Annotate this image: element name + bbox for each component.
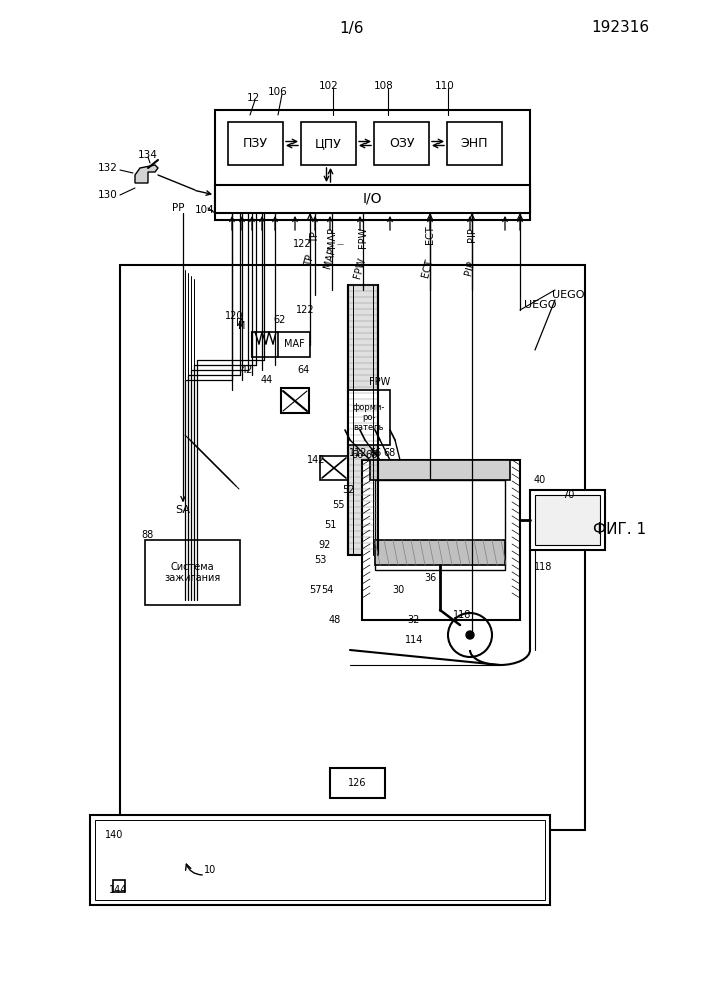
Text: PIP: PIP: [463, 260, 477, 276]
Text: 92: 92: [319, 540, 331, 550]
Text: I/O: I/O: [363, 192, 382, 206]
Text: 48: 48: [329, 615, 341, 625]
Text: 36: 36: [424, 573, 436, 583]
Text: 54: 54: [321, 585, 333, 595]
Text: 134: 134: [138, 150, 158, 160]
Text: 42: 42: [241, 365, 253, 375]
Text: ФИГ. 1: ФИГ. 1: [593, 522, 646, 538]
Text: 144: 144: [109, 885, 127, 895]
Bar: [281, 388, 309, 413]
Bar: [370, 460, 510, 480]
Bar: [228, 122, 283, 165]
Text: 30: 30: [392, 585, 404, 595]
Bar: [330, 768, 385, 798]
Bar: [375, 480, 505, 570]
Bar: [95, 820, 545, 900]
Text: ТР: ТР: [303, 253, 316, 267]
Bar: [120, 265, 585, 830]
Text: 70: 70: [562, 490, 574, 500]
Text: UEGO: UEGO: [524, 300, 556, 310]
Bar: [362, 460, 520, 620]
Text: форми-
ро-
ватель: форми- ро- ватель: [353, 403, 385, 432]
Text: 10: 10: [204, 865, 216, 875]
Text: 192316: 192316: [591, 20, 649, 35]
Bar: [90, 815, 550, 905]
Text: SA: SA: [175, 505, 191, 515]
Bar: [530, 490, 605, 550]
Text: И: И: [239, 321, 246, 331]
Text: ЦПУ: ЦПУ: [315, 137, 342, 150]
Text: FPW: FPW: [370, 377, 391, 387]
Text: РР: РР: [172, 203, 184, 213]
Text: MAP: MAP: [322, 247, 337, 269]
Text: 62: 62: [274, 315, 287, 325]
Bar: [374, 122, 429, 165]
Bar: [215, 185, 530, 213]
Bar: [348, 390, 390, 445]
Bar: [535, 495, 600, 545]
Text: 68: 68: [366, 450, 378, 460]
Text: Система
зажигания: Система зажигания: [164, 562, 220, 583]
Text: UEGO: UEGO: [552, 290, 584, 300]
Text: 132: 132: [98, 163, 118, 173]
Text: ECT: ECT: [421, 258, 435, 278]
Text: —: —: [337, 241, 344, 247]
Text: MAF: MAF: [284, 339, 304, 349]
Bar: [278, 332, 310, 357]
Text: ОЗУ: ОЗУ: [389, 137, 414, 150]
Text: ECT: ECT: [425, 226, 435, 244]
Text: 126: 126: [348, 778, 366, 788]
Text: 102: 102: [319, 81, 339, 91]
Text: 44: 44: [261, 375, 273, 385]
Bar: [301, 122, 356, 165]
Text: ЭНП: ЭНП: [460, 137, 489, 150]
Bar: [113, 880, 125, 892]
Text: 112: 112: [348, 448, 367, 458]
Text: 55: 55: [332, 500, 344, 510]
Bar: [145, 540, 240, 605]
Text: 57: 57: [309, 585, 321, 595]
Text: 142: 142: [307, 455, 325, 465]
Text: 66: 66: [351, 450, 363, 460]
Text: 110: 110: [435, 81, 455, 91]
Text: 88: 88: [142, 530, 154, 540]
Text: 118: 118: [453, 610, 471, 620]
Text: 32: 32: [408, 615, 420, 625]
Text: 104: 104: [195, 205, 215, 215]
Text: 118: 118: [534, 562, 552, 572]
Text: 51: 51: [324, 520, 337, 530]
Text: 1/6: 1/6: [340, 20, 364, 35]
Text: 52: 52: [341, 485, 354, 495]
Text: MAP: MAP: [327, 226, 337, 248]
Text: 12: 12: [246, 93, 260, 103]
Text: ТР: ТР: [310, 231, 320, 243]
Text: 66: 66: [369, 448, 381, 458]
Text: 122: 122: [293, 239, 311, 249]
Bar: [215, 110, 530, 220]
Text: 68: 68: [384, 448, 396, 458]
Text: 53: 53: [314, 555, 326, 565]
Bar: [447, 122, 502, 165]
Text: 120: 120: [225, 311, 244, 321]
Text: 108: 108: [374, 81, 394, 91]
Text: 106: 106: [268, 87, 288, 97]
Text: 64: 64: [297, 365, 309, 375]
Text: ПЗУ: ПЗУ: [243, 137, 268, 150]
Text: FPW: FPW: [353, 256, 367, 280]
Bar: [375, 540, 505, 565]
Text: FPW: FPW: [358, 226, 368, 248]
Circle shape: [466, 631, 474, 639]
Text: 40: 40: [534, 475, 546, 485]
Text: 140: 140: [105, 830, 123, 840]
Bar: [348, 285, 378, 555]
Bar: [320, 456, 348, 480]
Text: PIP: PIP: [467, 228, 477, 242]
Text: 130: 130: [98, 190, 118, 200]
Text: 114: 114: [405, 635, 423, 645]
Text: И: И: [237, 318, 244, 328]
Polygon shape: [135, 165, 158, 183]
Text: 122: 122: [296, 305, 314, 315]
